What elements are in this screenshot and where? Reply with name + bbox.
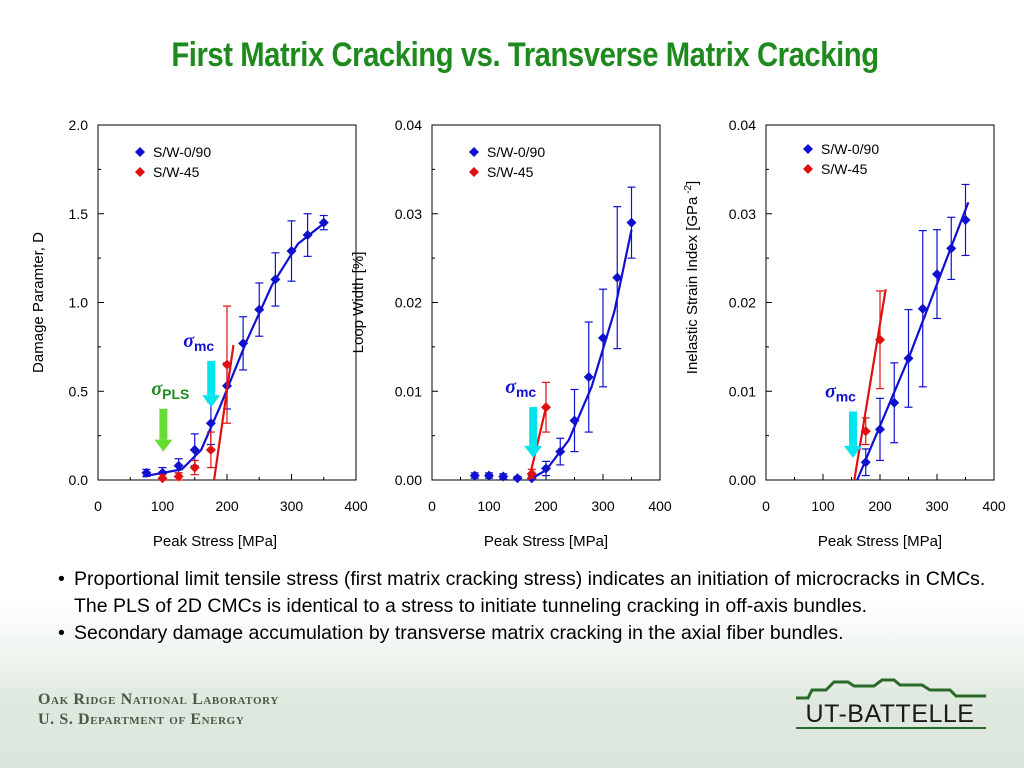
x-tick-label: 0 bbox=[94, 498, 102, 514]
bullet-text: Proportional limit tensile stress (first… bbox=[74, 568, 986, 617]
data-point bbox=[318, 217, 329, 228]
data-point bbox=[173, 460, 184, 471]
ornl-wordmark: Oak Ridge National Laboratory U. S. Depa… bbox=[38, 690, 279, 730]
legend-marker bbox=[135, 147, 145, 157]
x-axis-label: Peak Stress [MPa] bbox=[153, 533, 277, 550]
data-point bbox=[189, 444, 200, 455]
data-point bbox=[205, 418, 216, 429]
legend-label: S/W-0/90 bbox=[153, 144, 211, 160]
annotation-sigma: σmc bbox=[183, 330, 214, 354]
data-point bbox=[302, 230, 313, 241]
bullet-dot: • bbox=[58, 622, 65, 644]
legend-marker bbox=[135, 167, 145, 177]
org-line-1: Oak Ridge National Laboratory bbox=[38, 691, 279, 708]
y-tick-label: 1.5 bbox=[69, 206, 89, 222]
fit-line bbox=[142, 219, 328, 478]
fit-line bbox=[213, 344, 235, 481]
arrow-shaft bbox=[159, 408, 168, 440]
x-tick-label: 400 bbox=[344, 498, 368, 514]
data-point bbox=[157, 473, 168, 484]
y-tick-label: 2.0 bbox=[69, 117, 89, 133]
y-axis-label: Damage Paramter, D bbox=[30, 232, 47, 373]
x-tick-label: 100 bbox=[151, 498, 175, 514]
damage-parameter-chart: 0 100 200 300 400 0.0 0.5 1.0 1.5 2.0 Peak Stress … bbox=[30, 117, 368, 550]
bullet-text: Secondary damage accumulation by transve… bbox=[74, 622, 844, 644]
arrow-head bbox=[154, 439, 173, 452]
y-tick-label: 0.0 bbox=[69, 472, 89, 488]
annotation-subscript: mc bbox=[194, 338, 214, 354]
series-0 bbox=[141, 213, 329, 479]
y-tick-label: 1.0 bbox=[69, 295, 89, 311]
bullet-item: • Secondary damage accumulation by trans… bbox=[58, 620, 1008, 647]
bullet-list: • Proportional limit tensile stress (fir… bbox=[58, 566, 1008, 647]
plot-frame bbox=[97, 124, 357, 481]
series-1 bbox=[157, 305, 235, 484]
data-point bbox=[270, 274, 281, 285]
arrow-head bbox=[202, 395, 221, 408]
data-point bbox=[286, 246, 297, 257]
data-point bbox=[205, 444, 216, 455]
logo-mountains bbox=[796, 678, 986, 700]
annotation-sigma: σPLS bbox=[151, 378, 189, 402]
bullet-dot: • bbox=[58, 568, 65, 590]
ut-battelle-logo: UT-BATTELLE bbox=[796, 678, 986, 729]
org-line-2: U. S. Department of Energy bbox=[38, 711, 245, 728]
data-point bbox=[141, 467, 152, 478]
bullet-item: • Proportional limit tensile stress (fir… bbox=[58, 566, 1008, 620]
data-point bbox=[173, 471, 184, 482]
slide-title: First Matrix Cracking vs. Transverse Mat… bbox=[171, 36, 879, 74]
y-tick-label: 0.5 bbox=[69, 383, 89, 399]
data-point bbox=[189, 462, 200, 473]
logo-text: UT-BATTELLE bbox=[806, 700, 975, 728]
data-point bbox=[222, 359, 232, 370]
x-tick-label: 300 bbox=[280, 498, 304, 514]
annotation-subscript: PLS bbox=[162, 386, 189, 402]
arrow-shaft bbox=[207, 360, 216, 396]
data-point bbox=[238, 338, 249, 349]
x-tick-label: 200 bbox=[215, 498, 239, 514]
data-point bbox=[157, 467, 168, 478]
legend-label: S/W-45 bbox=[153, 164, 200, 180]
data-point bbox=[254, 304, 265, 315]
